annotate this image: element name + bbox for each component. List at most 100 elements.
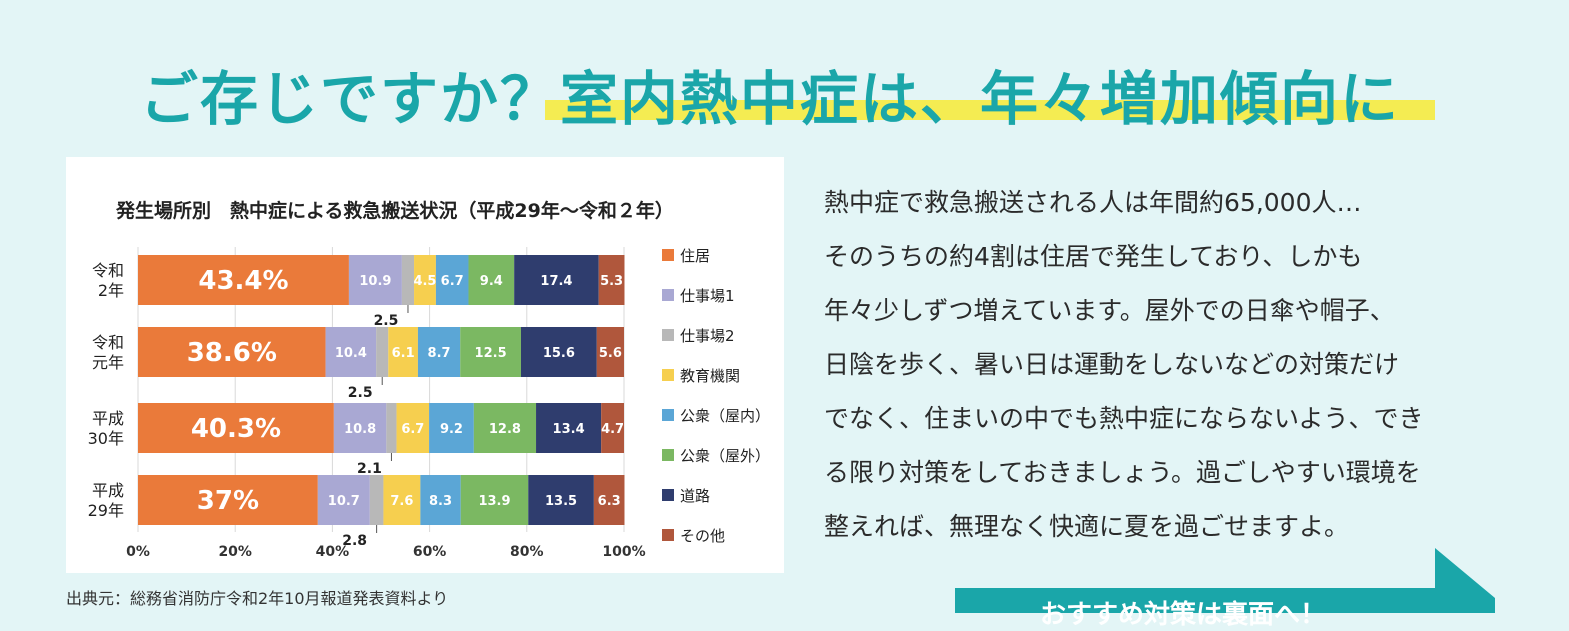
- bar-segment: [601, 403, 624, 453]
- chart-title: 発生場所別 熱中症による救急搬送状況（平成29年～令和２年）: [116, 200, 674, 222]
- bar-segment: [396, 403, 430, 453]
- data-label: 5.6: [599, 346, 622, 361]
- bar-segment: [593, 475, 625, 525]
- bar-segment: [325, 327, 377, 377]
- bar-segment: [317, 475, 370, 525]
- legend-swatch: [662, 409, 674, 421]
- bar-segment: [528, 475, 594, 525]
- bar-segment: [138, 327, 326, 377]
- x-tick-label: 100%: [602, 544, 645, 560]
- data-label: 4.7: [601, 422, 624, 437]
- x-tick-label: 60%: [413, 544, 447, 560]
- bar-segment: [514, 255, 599, 305]
- data-label: 13.9: [478, 494, 510, 509]
- headline-emphasis: 室内熱中症は、年々増加傾向に: [560, 65, 1401, 133]
- body-line: 日陰を歩く、暑い日は運動をしないなどの対策だけ: [824, 350, 1400, 379]
- data-label: 9.4: [480, 274, 503, 289]
- bar-segment: [138, 403, 334, 453]
- bar-segment: [520, 327, 597, 377]
- data-label: 2.8: [342, 533, 367, 549]
- data-label: 37%: [197, 486, 259, 516]
- bar-segment: [138, 475, 318, 525]
- bar-segment: [435, 255, 469, 305]
- data-label: 10.7: [328, 494, 360, 509]
- category-label: 平成: [92, 481, 124, 500]
- bar-segment: [386, 403, 397, 453]
- bar-segment: [138, 255, 349, 305]
- data-label: 6.1: [392, 346, 415, 361]
- legend-swatch: [662, 329, 674, 341]
- stacked-bar-chart: 0% 20% 40% 60% 80% 100%令和2年 43.4% 10.92.54.5 6.7…: [88, 247, 770, 560]
- category-label: 令和: [92, 333, 124, 352]
- bar-segment: [417, 327, 461, 377]
- legend-swatch: [662, 449, 674, 461]
- bar-segment: [460, 327, 521, 377]
- data-label: 4.5: [413, 274, 436, 289]
- bar-segment: [460, 475, 529, 525]
- data-label: 2.1: [357, 461, 382, 477]
- legend-swatch: [662, 249, 674, 261]
- x-tick-label: 40%: [316, 544, 350, 560]
- body-text: 熱中症で救急搬送される人は年間約65,000人… そのうちの約4割は住居で発生し…: [824, 176, 1544, 554]
- data-label: 38.6%: [187, 338, 277, 368]
- legend-swatch: [662, 369, 674, 381]
- category-label: 令和: [92, 261, 124, 280]
- legend-swatch: [662, 489, 674, 501]
- data-label: 17.4: [540, 274, 572, 289]
- data-label: 6.7: [401, 422, 424, 437]
- bar-segment: [383, 475, 421, 525]
- data-label: 12.5: [475, 346, 507, 361]
- bar-segment: [536, 403, 602, 453]
- body-line: 年々少しずつ増えています。屋外での日傘や帽子、: [824, 296, 1395, 325]
- bar-segment: [333, 403, 387, 453]
- x-tick-label: 0%: [126, 544, 150, 560]
- x-tick-label: 80%: [510, 544, 544, 560]
- data-label: 7.6: [390, 494, 413, 509]
- body-line: る限り対策をしておきましょう。過ごしやすい環境を: [824, 458, 1421, 487]
- bar-segment: [596, 327, 624, 377]
- data-label: 5.3: [600, 274, 623, 289]
- category-label: 30年: [88, 429, 124, 448]
- data-label: 43.4%: [198, 266, 288, 296]
- legend-swatch: [662, 289, 674, 301]
- cta-arrow-banner[interactable]: [955, 548, 1569, 613]
- headline-lead: ご存じですか？: [140, 65, 561, 133]
- legend-swatch: [662, 529, 674, 541]
- data-label: 10.8: [344, 422, 376, 437]
- bar-segment: [369, 475, 384, 525]
- data-label: 9.2: [440, 422, 463, 437]
- legend-label: 道路: [680, 487, 710, 505]
- x-tick-label: 20%: [218, 544, 252, 560]
- legend-label: その他: [680, 527, 725, 545]
- bar-segment: [468, 255, 515, 305]
- bar-segment: [420, 475, 461, 525]
- data-label: 6.7: [441, 274, 464, 289]
- data-label: 15.6: [543, 346, 575, 361]
- data-label: 10.9: [359, 274, 391, 289]
- data-label: 2.5: [348, 385, 373, 401]
- bar-segment: [376, 327, 389, 377]
- data-label: 2.5: [374, 313, 399, 329]
- category-label: 2年: [98, 281, 124, 300]
- legend-label: 公衆（屋外）: [680, 447, 770, 465]
- data-label: 10.4: [335, 346, 367, 361]
- data-label: 40.3%: [191, 414, 281, 444]
- cta-arrow-shape[interactable]: [955, 548, 1495, 613]
- data-label: 8.7: [428, 346, 451, 361]
- source-note: 出典元：総務省消防庁令和2年10月報道発表資料より: [66, 589, 449, 608]
- data-label: 6.3: [598, 494, 621, 509]
- legend-label: 住居: [680, 247, 710, 265]
- page-headline: ご存じですか？室内熱中症は、年々増加傾向に: [140, 52, 1400, 136]
- bar-segment: [473, 403, 537, 453]
- bar-segment: [414, 255, 436, 305]
- bar-segment: [598, 255, 625, 305]
- legend-label: 仕事場2: [680, 327, 735, 345]
- bar-segment: [348, 255, 402, 305]
- legend-label: 仕事場1: [680, 287, 735, 305]
- body-line: でなく、住まいの中でも熱中症にならないよう、でき: [824, 404, 1424, 433]
- bar-segment: [388, 327, 418, 377]
- category-label: 平成: [92, 409, 124, 428]
- data-label: 8.3: [429, 494, 452, 509]
- body-line: 熱中症で救急搬送される人は年間約65,000人…: [824, 188, 1362, 217]
- legend-label: 公衆（屋内）: [680, 407, 770, 425]
